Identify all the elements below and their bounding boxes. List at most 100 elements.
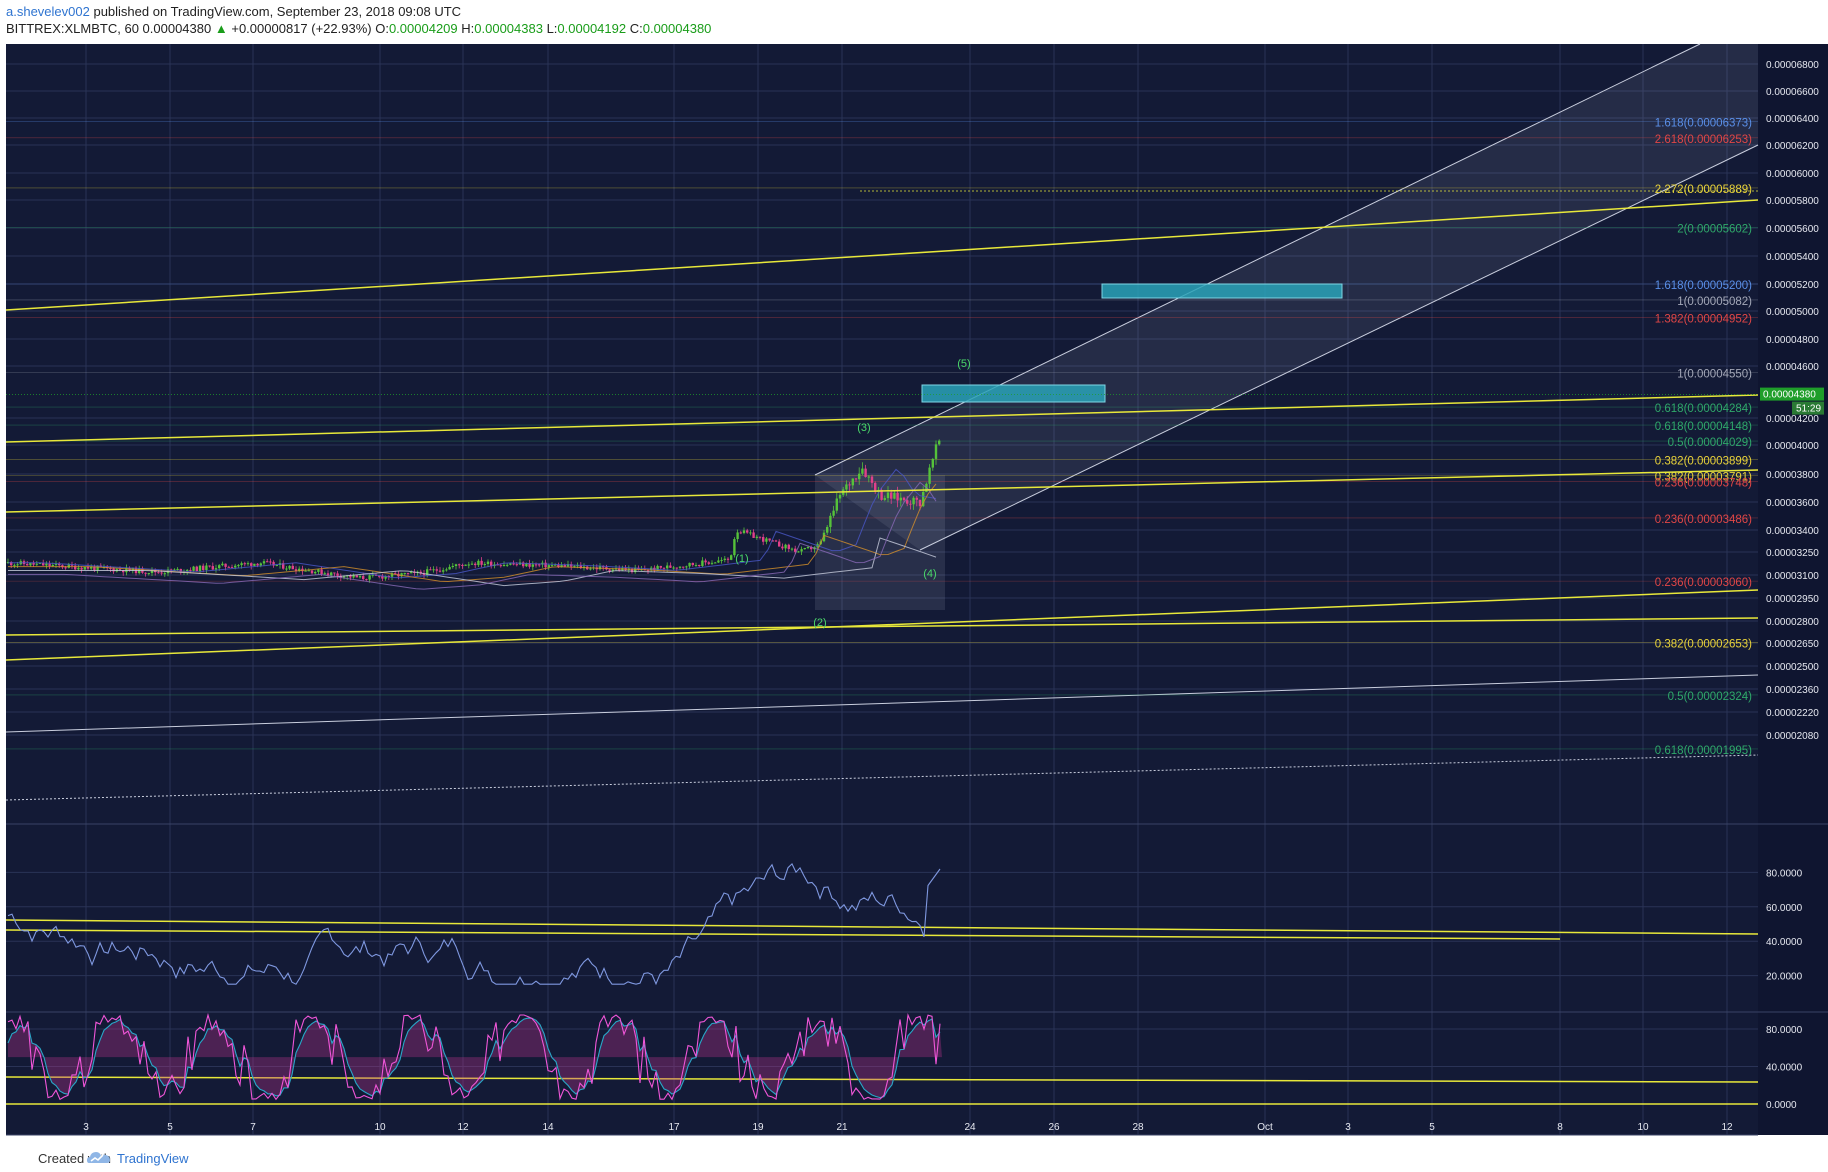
time-tick-label: 24 — [964, 1122, 976, 1133]
fib-level-label: 1.618(0.00006373) — [1655, 118, 1752, 130]
candle-body — [13, 564, 16, 566]
candle-body — [349, 575, 352, 578]
price-tick-label: 0.00006600 — [1766, 87, 1819, 98]
candle-body — [150, 569, 154, 574]
candle-body — [230, 567, 234, 569]
candle-body — [125, 567, 128, 573]
candle-body — [189, 569, 192, 571]
trendline — [5, 617, 1759, 636]
candle-body — [730, 555, 733, 560]
candle-body — [579, 565, 582, 569]
price-tick-label: 0.00002800 — [1766, 617, 1819, 628]
candle-body — [662, 567, 666, 569]
chart-canvas[interactable]: 1.618(0.00006373) 2.618(0.00006253) 2.272(… — [0, 0, 1828, 1144]
candle-body — [426, 569, 429, 576]
candle-body — [42, 562, 45, 566]
tradingview-logo-icon[interactable] — [86, 1149, 112, 1167]
price-axis[interactable]: 0.00006800 0.00006600 0.00006400 0.00006200… — [6, 60, 1824, 742]
candle-body — [566, 564, 570, 567]
candle-body — [851, 478, 854, 486]
price-tick-label: 0.00003400 — [1766, 526, 1819, 537]
price-tick-label: 0.00002650 — [1766, 639, 1819, 650]
rsi-tick-label: 60.0000 — [1766, 903, 1803, 914]
candle-body — [355, 575, 358, 578]
candle-body — [880, 489, 883, 500]
time-tick-label: 19 — [752, 1122, 764, 1133]
candle-body — [32, 562, 35, 565]
fib-level-label: 0.382(0.00002653) — [1655, 639, 1752, 651]
candle-body — [122, 570, 125, 573]
candle-body — [403, 572, 406, 574]
candle-body — [826, 527, 829, 533]
candle-body — [38, 562, 42, 564]
candle-body — [733, 539, 736, 556]
candle-body — [429, 569, 432, 571]
candle-body — [29, 562, 32, 566]
stoch-d-line — [7, 1017, 941, 1099]
candle-body — [794, 548, 797, 552]
fib-level-label: 0.5(0.00004029) — [1668, 437, 1753, 449]
price-tick-label: 0.00003800 — [1766, 470, 1819, 481]
time-tick-label: 28 — [1132, 1122, 1144, 1133]
last-price-value: 0.00004380 — [1763, 390, 1816, 401]
candle-body — [906, 500, 909, 504]
price-tick-label: 0.00002360 — [1766, 685, 1819, 696]
candle-body — [70, 564, 74, 566]
candle-body — [317, 569, 320, 572]
price-tick-label: 0.00002500 — [1766, 662, 1819, 673]
fib-level-label: 0.382(0.00003791) — [1655, 471, 1752, 483]
symbol-name[interactable]: BITTREX:XLMBTC, 60 — [6, 21, 139, 36]
author-link[interactable]: a.shevelev002 — [6, 4, 90, 19]
candle-body — [899, 497, 902, 501]
candle-body — [893, 492, 896, 499]
time-axis[interactable]: 3 5 7 10 12 14 17 19 21 24 26 28 Oct 3 5 8 10 12 — [83, 1122, 1733, 1133]
rsi-tick-label: 80.0000 — [1766, 868, 1803, 879]
fib-level-label: 1.618(0.00005200) — [1655, 280, 1752, 292]
candle-body — [390, 573, 394, 577]
tradingview-brand-link[interactable]: TradingView — [117, 1151, 189, 1166]
candle-body — [886, 492, 890, 499]
candle-body — [54, 563, 58, 565]
candle-body — [832, 510, 835, 516]
price-tick-label: 0.00006800 — [1766, 60, 1819, 71]
candle-body — [611, 569, 614, 571]
fib-level-label: 0.5(0.00002324) — [1668, 691, 1753, 703]
candle-body — [378, 575, 381, 577]
candle-body — [557, 564, 560, 568]
price-tick-label: 0.00006400 — [1766, 114, 1819, 125]
candle-body — [922, 491, 925, 507]
countdown-badge — [1792, 401, 1824, 415]
candle-body — [931, 458, 934, 468]
candle-body — [790, 548, 794, 550]
candle-body — [909, 503, 912, 505]
candle-body — [714, 562, 717, 564]
candle-body — [266, 561, 269, 563]
candle-body — [710, 562, 714, 564]
candle-body — [445, 569, 448, 571]
candle-body — [742, 530, 746, 534]
candle-body — [224, 563, 227, 567]
price-tick-label: 0.00005800 — [1766, 196, 1819, 207]
candle-body — [803, 548, 806, 550]
candle-body — [458, 564, 461, 566]
candle-body — [234, 565, 237, 568]
candle-body — [752, 532, 755, 538]
candle-body — [544, 562, 547, 568]
candle-body — [410, 572, 413, 574]
rsi-trendline — [5, 929, 1561, 940]
candle-body — [698, 564, 701, 567]
stoch-cloud — [8, 1018, 942, 1098]
candle-body — [480, 560, 483, 565]
candle-body — [589, 568, 592, 570]
bar-countdown: 51:29 — [1796, 404, 1821, 415]
candle-body — [86, 567, 90, 569]
fib-level-label: 1(0.00005082) — [1677, 296, 1752, 308]
candle-body — [365, 579, 368, 581]
candle-body — [358, 576, 362, 578]
candle-body — [90, 566, 93, 569]
candle-body — [384, 576, 387, 579]
candle-body — [400, 573, 403, 577]
time-tick-label: 17 — [668, 1122, 680, 1133]
candle-body — [406, 572, 410, 574]
stoch-tick-label: 80.0000 — [1766, 1025, 1803, 1036]
